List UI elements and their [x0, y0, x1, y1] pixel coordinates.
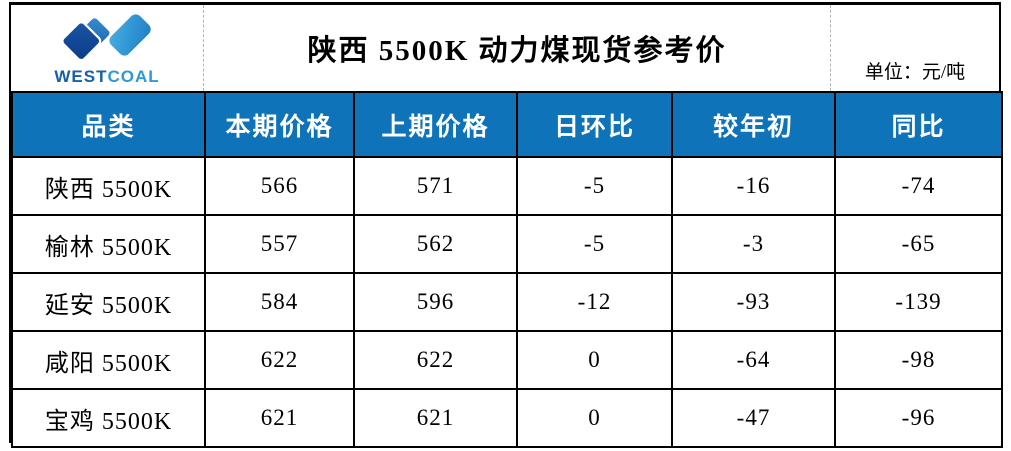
ytd-change-cell: -3 — [671, 214, 836, 274]
table-frame: WESTCOAL 陕西 5500K 动力煤现货参考价 单位：元/吨 品类 本期价… — [9, 2, 1003, 448]
dod-change-cell: -5 — [516, 214, 673, 274]
column-header-category: 品类 — [11, 91, 206, 158]
price-table: 品类 本期价格 上期价格 日环比 较年初 同比 陕西 5500K 566 571… — [11, 91, 1003, 448]
yoy-change-cell: -65 — [834, 214, 1003, 274]
previous-price-cell: 596 — [353, 272, 518, 332]
previous-price-cell: 622 — [353, 330, 518, 390]
title-section: 陕西 5500K 动力煤现货参考价 — [204, 5, 831, 91]
dod-change-cell: -12 — [516, 272, 673, 332]
ytd-change-cell: -47 — [671, 388, 836, 448]
table-header-row: 品类 本期价格 上期价格 日环比 较年初 同比 — [11, 91, 1003, 158]
brand-wordmark: WESTCOAL — [54, 68, 159, 85]
yoy-change-cell: -139 — [834, 272, 1003, 332]
ytd-change-cell: -93 — [671, 272, 836, 332]
current-price-cell: 621 — [204, 388, 355, 448]
column-header-ytd-change: 较年初 — [671, 91, 836, 158]
table-row: 延安 5500K 584 596 -12 -93 -139 — [11, 272, 1003, 332]
current-price-cell: 557 — [204, 214, 355, 274]
current-price-cell: 566 — [204, 156, 355, 216]
category-cell: 宝鸡 5500K — [11, 388, 206, 448]
previous-price-cell: 621 — [353, 388, 518, 448]
category-cell: 咸阳 5500K — [11, 330, 206, 390]
brand-west-text: WEST — [54, 67, 108, 86]
unit-section: 单位：元/吨 — [831, 5, 999, 91]
table-row: 宝鸡 5500K 621 621 0 -47 -96 — [11, 388, 1003, 448]
yoy-change-cell: -98 — [834, 330, 1003, 390]
table-row: 陕西 5500K 566 571 -5 -16 -74 — [11, 156, 1003, 216]
masthead: WESTCOAL 陕西 5500K 动力煤现货参考价 单位：元/吨 — [11, 5, 999, 91]
column-header-yoy-change: 同比 — [834, 91, 1003, 158]
column-header-previous-price: 上期价格 — [353, 91, 518, 158]
current-price-cell: 622 — [204, 330, 355, 390]
category-cell: 榆林 5500K — [11, 214, 206, 274]
dod-change-cell: 0 — [516, 330, 673, 390]
westcoal-w-icon — [61, 14, 151, 62]
unit-label: 单位：元/吨 — [864, 62, 966, 83]
ytd-change-cell: -16 — [671, 156, 836, 216]
column-header-dod-change: 日环比 — [516, 91, 673, 158]
table-row: 咸阳 5500K 622 622 0 -64 -98 — [11, 330, 1003, 390]
table-row: 榆林 5500K 557 562 -5 -3 -65 — [11, 214, 1003, 274]
dod-change-cell: 0 — [516, 388, 673, 448]
category-cell: 延安 5500K — [11, 272, 206, 332]
page-title: 陕西 5500K 动力煤现货参考价 — [307, 35, 727, 67]
category-cell: 陕西 5500K — [11, 156, 206, 216]
previous-price-cell: 562 — [353, 214, 518, 274]
ytd-change-cell: -64 — [671, 330, 836, 390]
yoy-change-cell: -96 — [834, 388, 1003, 448]
current-price-cell: 584 — [204, 272, 355, 332]
column-header-current-price: 本期价格 — [204, 91, 355, 158]
brand-logo: WESTCOAL — [11, 5, 204, 91]
dod-change-cell: -5 — [516, 156, 673, 216]
yoy-change-cell: -74 — [834, 156, 1003, 216]
previous-price-cell: 571 — [353, 156, 518, 216]
brand-coal-text: COAL — [107, 67, 160, 86]
